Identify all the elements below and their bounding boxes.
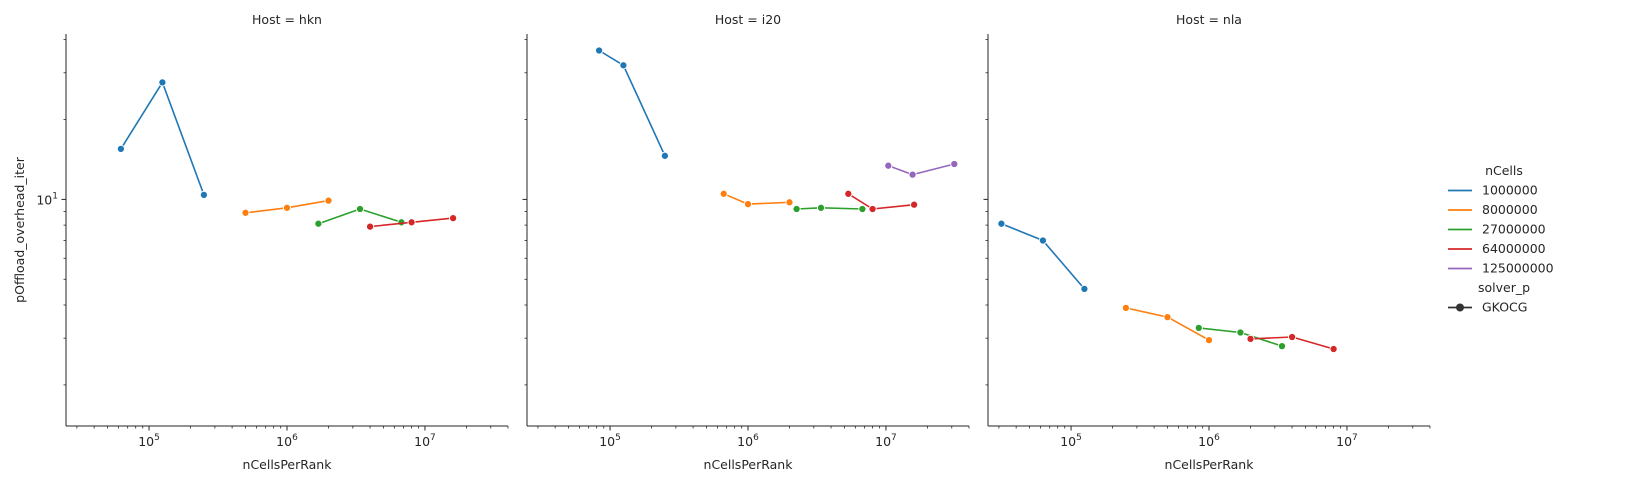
panel-2: Host = i20 105 106 107 nCellsPerRank (522, 12, 970, 472)
series-64000000 (1246, 332, 1338, 354)
series-line (1125, 307, 1210, 341)
data-point (884, 161, 893, 170)
series-line (598, 49, 666, 157)
series-1000000 (595, 46, 669, 160)
data-point (355, 204, 365, 214)
legend-label: 27000000 (1482, 222, 1546, 237)
y-tick-label: 101 (36, 191, 58, 207)
data-point (619, 61, 628, 70)
panel-title: Host = hkn (252, 12, 322, 27)
series-64000000 (844, 189, 919, 214)
data-point (1204, 336, 1214, 345)
legend-label: 125000000 (1482, 261, 1554, 276)
data-point (660, 151, 669, 160)
series-line (723, 193, 790, 205)
series-8000000 (1121, 303, 1214, 345)
data-point (816, 203, 826, 212)
x-tick-label: 105 (599, 433, 621, 449)
data-point (116, 144, 125, 153)
data-point (407, 218, 416, 227)
series-8000000 (719, 189, 794, 209)
data-point (324, 196, 333, 205)
data-point (314, 219, 323, 228)
data-point (1329, 344, 1338, 354)
legend-label: 8000000 (1482, 202, 1538, 217)
legend-title-solver: solver_p (1478, 280, 1530, 295)
series-line (888, 163, 955, 176)
data-point (1236, 328, 1245, 337)
data-point (792, 204, 801, 214)
series-line (1001, 222, 1086, 290)
legend-entry: 64000000 (1448, 241, 1546, 256)
x-axis-label: nCellsPerRank (243, 457, 333, 472)
data-point (158, 78, 167, 87)
x-tick-label: 105 (1060, 433, 1082, 449)
legend-style-entry: GKOCG (1448, 300, 1527, 315)
data-point (858, 204, 867, 214)
x-tick-label: 106 (276, 433, 298, 449)
data-point (908, 170, 917, 179)
data-point (282, 203, 292, 212)
y-axis-label: pOffload_overhead_iter (12, 156, 27, 303)
x-axis-label: nCellsPerRank (704, 457, 794, 472)
data-point (719, 189, 728, 198)
series-line (847, 193, 915, 210)
legend-title-ncells: nCells (1485, 163, 1523, 178)
panel-3: Host = nla 105 106 107 nCellsPerRank (983, 12, 1431, 472)
series-27000000 (792, 203, 867, 214)
data-point (366, 222, 375, 231)
data-point (1194, 323, 1203, 332)
panel-title: Host = nla (1176, 12, 1242, 27)
series-64000000 (366, 214, 458, 231)
panel-1: Host = hkn 105 106 107 101 nCellsPerRank (36, 12, 509, 472)
x-tick-label: 107 (414, 433, 436, 449)
series-line (796, 207, 863, 210)
legend-entry: 8000000 (1448, 202, 1538, 217)
data-point (1038, 236, 1047, 245)
data-point (997, 219, 1006, 228)
legend: nCells 1000000 8000000 27000000 64000000 1250… (1448, 163, 1554, 315)
panel-title: Host = i20 (715, 12, 781, 27)
series-125000000 (884, 159, 959, 179)
legend-label: 1000000 (1482, 183, 1538, 198)
legend-entry: 1000000 (1448, 183, 1538, 198)
x-tick-label: 106 (1198, 433, 1220, 449)
x-tick-label: 107 (875, 433, 897, 449)
data-point (844, 189, 853, 198)
data-point (595, 46, 604, 55)
data-point (1121, 303, 1130, 312)
legend-style-marker (1456, 303, 1464, 312)
data-point (868, 204, 877, 214)
series-1000000 (116, 78, 208, 199)
series-27000000 (1194, 323, 1287, 351)
legend-label: GKOCG (1482, 300, 1527, 315)
legend-entry: 125000000 (1448, 261, 1554, 276)
data-point (1163, 313, 1172, 322)
data-point (950, 159, 959, 169)
data-point (241, 208, 250, 217)
data-point (1246, 334, 1255, 343)
x-tick-label: 106 (737, 433, 759, 449)
data-point (910, 200, 919, 209)
series-line (120, 81, 205, 196)
series-1000000 (997, 219, 1089, 293)
data-point (199, 190, 208, 199)
data-point (743, 200, 753, 209)
data-point (1288, 332, 1297, 342)
data-point (449, 214, 458, 223)
legend-label: 64000000 (1482, 241, 1546, 256)
x-tick-label: 105 (138, 433, 160, 449)
legend-entry: 27000000 (1448, 222, 1546, 237)
x-tick-label: 107 (1336, 433, 1358, 449)
data-point (1277, 342, 1287, 351)
series-8000000 (241, 196, 333, 217)
x-axis-label: nCellsPerRank (1165, 457, 1255, 472)
data-point (1080, 284, 1089, 293)
data-point (785, 198, 794, 207)
